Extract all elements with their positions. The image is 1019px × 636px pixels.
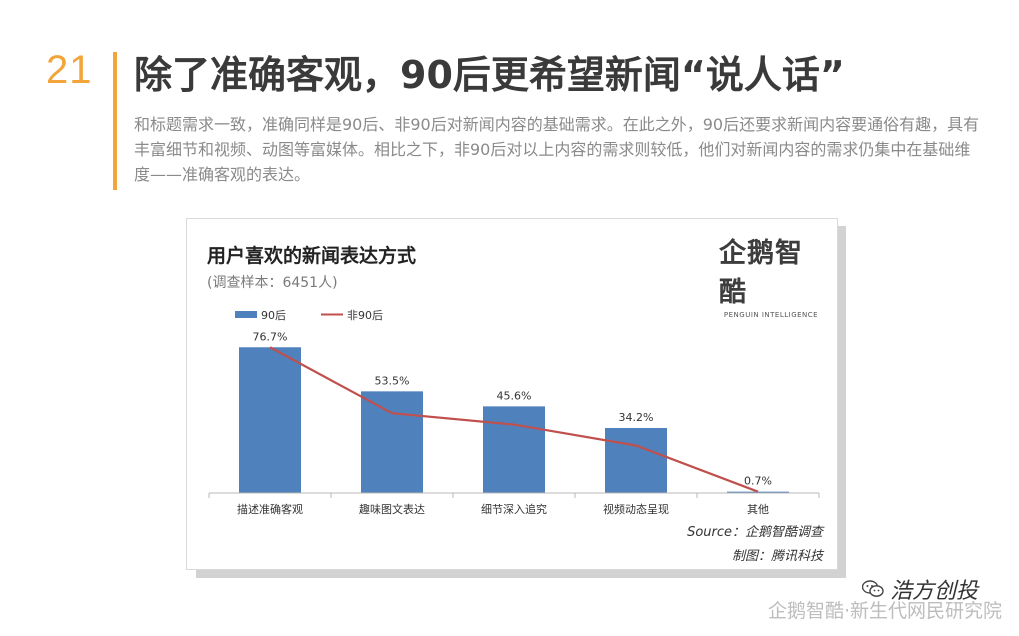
page-headline: 除了准确客观，90后更希望新闻“说人话” [134, 53, 845, 97]
bar-90s [239, 347, 301, 493]
legend-label-non90s: 非90后 [347, 309, 383, 322]
bar-value-label: 0.7% [744, 475, 772, 488]
intro-paragraph: 和标题需求一致，准确同样是90后、非90后对新闻内容的基础需求。在此之外，90后… [134, 115, 980, 184]
bar-value-label: 34.2% [619, 411, 654, 424]
bar-90s [361, 391, 423, 493]
bar-value-label: 45.6% [497, 389, 532, 402]
bar-90s [483, 406, 545, 493]
legend-swatch-90s [235, 311, 257, 318]
watermark-brand: 浩方创投 [862, 573, 978, 605]
legend-label-90s: 90后 [261, 309, 286, 322]
bar-90s [727, 491, 789, 493]
wechat-icon [862, 580, 884, 597]
watermark-footer: 企鹅智酷·新生代网民研究院 [768, 600, 1003, 622]
watermark-brand-text: 浩方创投 [890, 579, 979, 604]
logo-text: 企鹅智酷 [719, 238, 803, 308]
bar-line-chart: 90后 非90后 76.7% 描述准确客观 53.5% 趣味图文表达 45.6% 细节深入追究… [208, 309, 820, 516]
page-number: 21 [46, 48, 93, 92]
logo-subtext: PENGUIN INTELLIGENCE [723, 311, 819, 319]
bar-90s [605, 428, 667, 493]
x-tick-label: 描述准确客观 [237, 502, 303, 516]
x-tick-label: 视频动态呈现 [603, 502, 669, 516]
x-tick-label: 其他 [747, 503, 769, 516]
x-tick-label: 趣味图文表达 [359, 502, 425, 516]
chart-title: 用户喜欢的新闻表达方式 [207, 245, 417, 267]
chart-subtitle: (调查样本：6451人) [207, 275, 338, 291]
chart-card: 用户喜欢的新闻表达方式 (调查样本：6451人) 企鹅智酷 PENGUIN IN… [186, 218, 838, 570]
credit-note: 制图：腾讯科技 [731, 549, 823, 564]
penguin-logo: 企鹅智酷 PENGUIN INTELLIGENCE [719, 231, 823, 319]
line-non90s [269, 346, 759, 493]
accent-bar [113, 52, 117, 190]
x-tick-label: 细节深入追究 [481, 502, 547, 516]
source-note: Source：企鹅智酷调查 [687, 525, 823, 540]
bar-value-label: 53.5% [375, 374, 410, 387]
bar-value-label: 76.7% [253, 330, 288, 343]
